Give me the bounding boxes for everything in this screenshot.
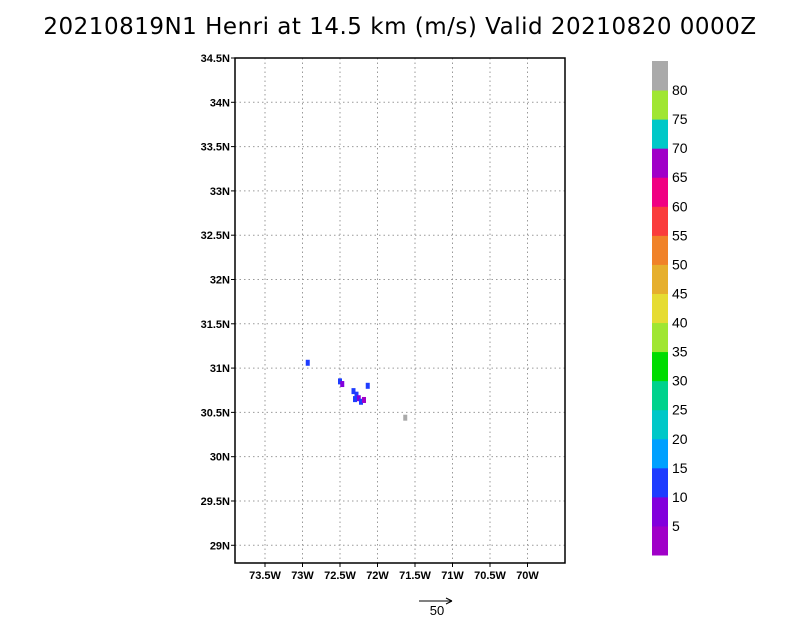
lat-tick-label: 34.5N	[201, 53, 230, 65]
colorbar-label: 25	[672, 402, 688, 418]
lat-tick-label: 30.5N	[201, 407, 230, 419]
colorbar-swatch	[652, 438, 668, 469]
map-frame	[234, 57, 566, 564]
colorbar-label: 10	[672, 489, 688, 505]
reference-vector: 50	[419, 597, 453, 618]
colorbar-swatch	[652, 90, 668, 120]
lon-tick-label: 72W	[366, 570, 389, 582]
colorbar-label: 75	[672, 111, 688, 127]
colorbar-swatch	[652, 525, 668, 556]
wind-data-point	[356, 395, 361, 402]
colorbar-swatch	[652, 148, 668, 178]
colorbar-swatch	[652, 235, 668, 265]
wind-data-point	[403, 414, 408, 421]
lon-tick-label: 70W	[516, 570, 539, 582]
colorbar-label: 50	[672, 256, 688, 272]
wind-data-point	[338, 378, 342, 385]
axis-ticks: 34.5N 34N 33.5N 33N 32.5N 32N 31.5N 31N 30.5N 30N…	[201, 53, 540, 582]
colorbar-swatch	[652, 293, 668, 324]
lat-lon-grid	[235, 57, 565, 563]
lat-tick-label: 34N	[210, 97, 230, 109]
colorbar-swatch	[652, 409, 668, 440]
wind-data-point	[305, 359, 310, 366]
colorbar-swatch	[652, 322, 668, 353]
lon-tick-label: 73W	[291, 570, 314, 582]
colorbar-swatch	[652, 264, 668, 294]
lon-tick-label: 72.5W	[324, 570, 356, 582]
lat-tick-label: 31.5N	[201, 319, 230, 331]
wind-data-point	[365, 382, 370, 389]
colorbar-label: 60	[672, 198, 688, 214]
colorbar-label: 30	[672, 373, 688, 389]
lat-tick-label: 29N	[210, 540, 230, 552]
colorbar-swatch	[652, 380, 668, 411]
colorbar-label: 20	[672, 431, 688, 447]
colorbar-label: 5	[672, 518, 680, 534]
wind-data-points	[305, 359, 408, 421]
colorbar-label: 80	[672, 82, 688, 98]
wind-data-point	[362, 396, 366, 403]
colorbar-label: 55	[672, 227, 688, 243]
colorbar-swatch	[652, 496, 668, 527]
wind-data-point	[340, 381, 345, 388]
colorbar-label: 35	[672, 344, 688, 360]
lon-tick-label: 70.5W	[474, 570, 506, 582]
reference-vector-arrowhead	[445, 597, 453, 605]
colorbar-swatch	[652, 467, 668, 498]
wind-data-point	[353, 396, 357, 403]
colorbar-label: 45	[672, 285, 688, 301]
lat-tick-label: 32N	[210, 274, 230, 286]
lon-tick-label: 71W	[441, 570, 464, 582]
colorbar-swatch	[652, 61, 668, 91]
colorbar: 5 10 15 20 25 30 35 40 45 50 55 60 65 70 75 80	[652, 61, 688, 556]
wind-data-point	[354, 391, 359, 398]
colorbar-swatch	[652, 119, 668, 149]
colorbar-swatch	[652, 177, 668, 207]
colorbar-swatch	[652, 351, 668, 382]
lon-tick-label: 73.5W	[249, 570, 281, 582]
lat-tick-label: 33.5N	[201, 142, 230, 154]
wind-data-point	[359, 398, 363, 405]
plot-title: 20210819N1 Henri at 14.5 km (m/s) Valid …	[43, 14, 757, 40]
lat-tick-label: 29.5N	[201, 496, 230, 508]
reference-vector-label: 50	[430, 603, 444, 618]
lon-tick-label: 71.5W	[399, 570, 431, 582]
colorbar-label: 40	[672, 315, 688, 331]
colorbar-label: 65	[672, 169, 688, 185]
lat-tick-label: 30N	[210, 452, 230, 464]
lat-tick-label: 32.5N	[201, 230, 230, 242]
wind-data-point	[351, 388, 356, 395]
colorbar-label: 70	[672, 140, 688, 156]
colorbar-swatch	[652, 206, 668, 236]
lat-tick-label: 33N	[210, 186, 230, 198]
colorbar-label: 15	[672, 460, 688, 476]
lat-tick-label: 31N	[210, 363, 230, 375]
